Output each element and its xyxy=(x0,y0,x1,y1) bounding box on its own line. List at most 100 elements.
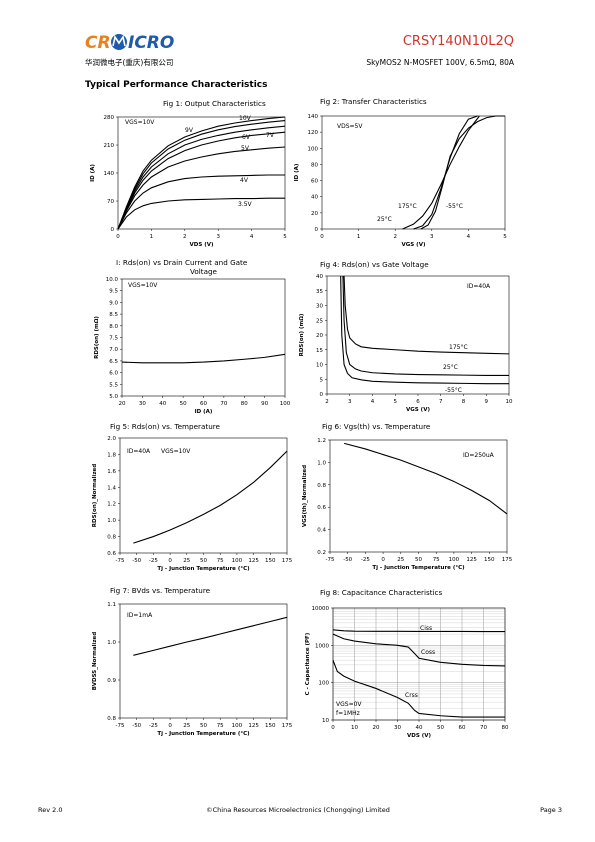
x-tick-label: 4 xyxy=(371,399,375,405)
y-tick-label: 9.5 xyxy=(109,289,118,295)
y-tick-label: 40 xyxy=(311,195,318,201)
x-axis-label: Tj - Junction Temperature (°C) xyxy=(372,565,465,571)
plot-frame xyxy=(326,275,510,395)
chart: Fig 4: Rds(on) vs Gate Voltage 2 3 4 5 6 7 8 9 10… xyxy=(299,260,513,413)
y-tick-label: 0.8 xyxy=(107,535,116,541)
x-axis-label: VGS (V) xyxy=(406,407,430,413)
series-line xyxy=(332,633,506,667)
y-tick-label: 1.8 xyxy=(107,452,116,458)
series-label: Ciss xyxy=(420,625,432,632)
x-tick-label: 80 xyxy=(502,725,509,731)
series-label: 9V xyxy=(185,127,194,134)
x-tick-label: 70 xyxy=(480,725,487,731)
y-tick-label: 0 xyxy=(315,227,319,233)
series-label: 5V xyxy=(241,145,250,152)
x-tick-label: 8 xyxy=(462,399,466,405)
x-tick-label: 40 xyxy=(416,725,423,731)
x-tick-label: 50 xyxy=(415,557,422,563)
x-tick-label: 0 xyxy=(116,234,120,240)
y-axis-label: ID (A) xyxy=(294,163,300,181)
chart: Fig 1: Output Characteristics 0 1 2 3 4 5 0 70 14… xyxy=(90,99,287,248)
y-tick-label: 0 xyxy=(111,227,115,233)
plot-frame xyxy=(121,278,286,397)
x-tick-label: 3 xyxy=(348,399,352,405)
x-tick-label: 1 xyxy=(150,234,154,240)
x-tick-label: 100 xyxy=(280,401,291,407)
x-tick-label: 75 xyxy=(217,558,224,564)
x-tick-label: 5 xyxy=(394,399,398,405)
logo-left: CR xyxy=(85,33,111,53)
x-tick-label: 0 xyxy=(331,725,335,731)
y-tick-label: 0.4 xyxy=(317,528,326,534)
x-tick-label: 75 xyxy=(433,557,440,563)
series-line xyxy=(342,275,509,376)
y-tick-label: 40 xyxy=(316,274,323,280)
footer-rev: Rev 2.0 xyxy=(38,806,62,814)
y-tick-label: 1.4 xyxy=(107,485,116,491)
x-tick-label: 10 xyxy=(506,399,513,405)
y-tick-label: 1.2 xyxy=(317,438,326,444)
plot-frame xyxy=(321,115,506,230)
chart-title: Fig 1: Output Characteristics xyxy=(163,99,266,108)
y-axis-label: C - Capacitance (PF) xyxy=(305,632,311,695)
y-tick-label: 20 xyxy=(311,211,318,217)
y-tick-label: 10 xyxy=(322,718,329,724)
y-tick-label: 8.5 xyxy=(109,312,118,318)
x-tick-label: 7 xyxy=(439,399,443,405)
x-tick-label: 50 xyxy=(180,401,187,407)
chart-title: I: Rds(on) vs Drain Current and Gate xyxy=(116,258,248,267)
y-tick-label: 70 xyxy=(107,199,114,205)
y-tick-label: 0.2 xyxy=(317,550,326,556)
series-line xyxy=(343,275,510,355)
x-tick-label: 30 xyxy=(139,401,146,407)
x-tick-label: 9 xyxy=(485,399,489,405)
series-label: Coss xyxy=(421,649,435,656)
y-tick-label: 1.2 xyxy=(107,502,116,508)
annotation: ID=40A xyxy=(127,448,151,455)
chart-title: Fig 5: Rds(on) vs. Temperature xyxy=(110,422,221,431)
y-tick-label: 10000 xyxy=(312,606,330,612)
y-tick-label: 0 xyxy=(320,392,324,398)
y-tick-label: 30 xyxy=(316,304,323,310)
x-tick-label: 50 xyxy=(200,723,207,729)
x-tick-label: 3 xyxy=(430,234,434,240)
series-label: 6V xyxy=(242,134,251,141)
x-tick-label: 0 xyxy=(168,558,172,564)
y-tick-label: 35 xyxy=(316,289,323,295)
x-tick-label: 175 xyxy=(282,558,293,564)
x-tick-label: -75 xyxy=(326,557,335,563)
y-tick-label: 5.0 xyxy=(109,394,118,400)
x-tick-label: 90 xyxy=(261,401,268,407)
series-line xyxy=(117,146,286,230)
y-axis-label: RDS(on) (mΩ) xyxy=(94,316,100,359)
annotation: VGS=10V xyxy=(125,119,155,126)
series-line xyxy=(344,442,508,515)
y-tick-label: 5 xyxy=(320,377,324,383)
x-tick-label: -75 xyxy=(116,723,125,729)
series-label: -55°C xyxy=(445,387,462,394)
annotation: ID=1mA xyxy=(127,612,153,619)
x-tick-label: 20 xyxy=(373,725,380,731)
y-tick-label: 10.0 xyxy=(106,277,119,283)
x-tick-label: 175 xyxy=(502,557,513,563)
series-label: 25°C xyxy=(377,216,392,223)
y-tick-label: 100 xyxy=(319,681,330,687)
y-tick-label: 10 xyxy=(316,363,323,369)
x-tick-label: -50 xyxy=(343,557,352,563)
x-tick-label: 25 xyxy=(397,557,404,563)
y-tick-label: 7.0 xyxy=(109,347,118,353)
y-tick-label: 140 xyxy=(308,114,319,120)
x-tick-label: 100 xyxy=(232,558,243,564)
series-label: Crss xyxy=(405,692,418,699)
series-line xyxy=(117,125,286,230)
annotation: f=1MHz xyxy=(336,710,360,717)
x-tick-label: -25 xyxy=(149,723,158,729)
series-label: 10V xyxy=(239,115,252,122)
y-tick-label: 25 xyxy=(316,318,323,324)
y-tick-label: 2.0 xyxy=(107,436,116,442)
y-tick-label: 6.5 xyxy=(109,359,118,365)
series-line xyxy=(332,629,505,633)
x-tick-label: 60 xyxy=(200,401,207,407)
